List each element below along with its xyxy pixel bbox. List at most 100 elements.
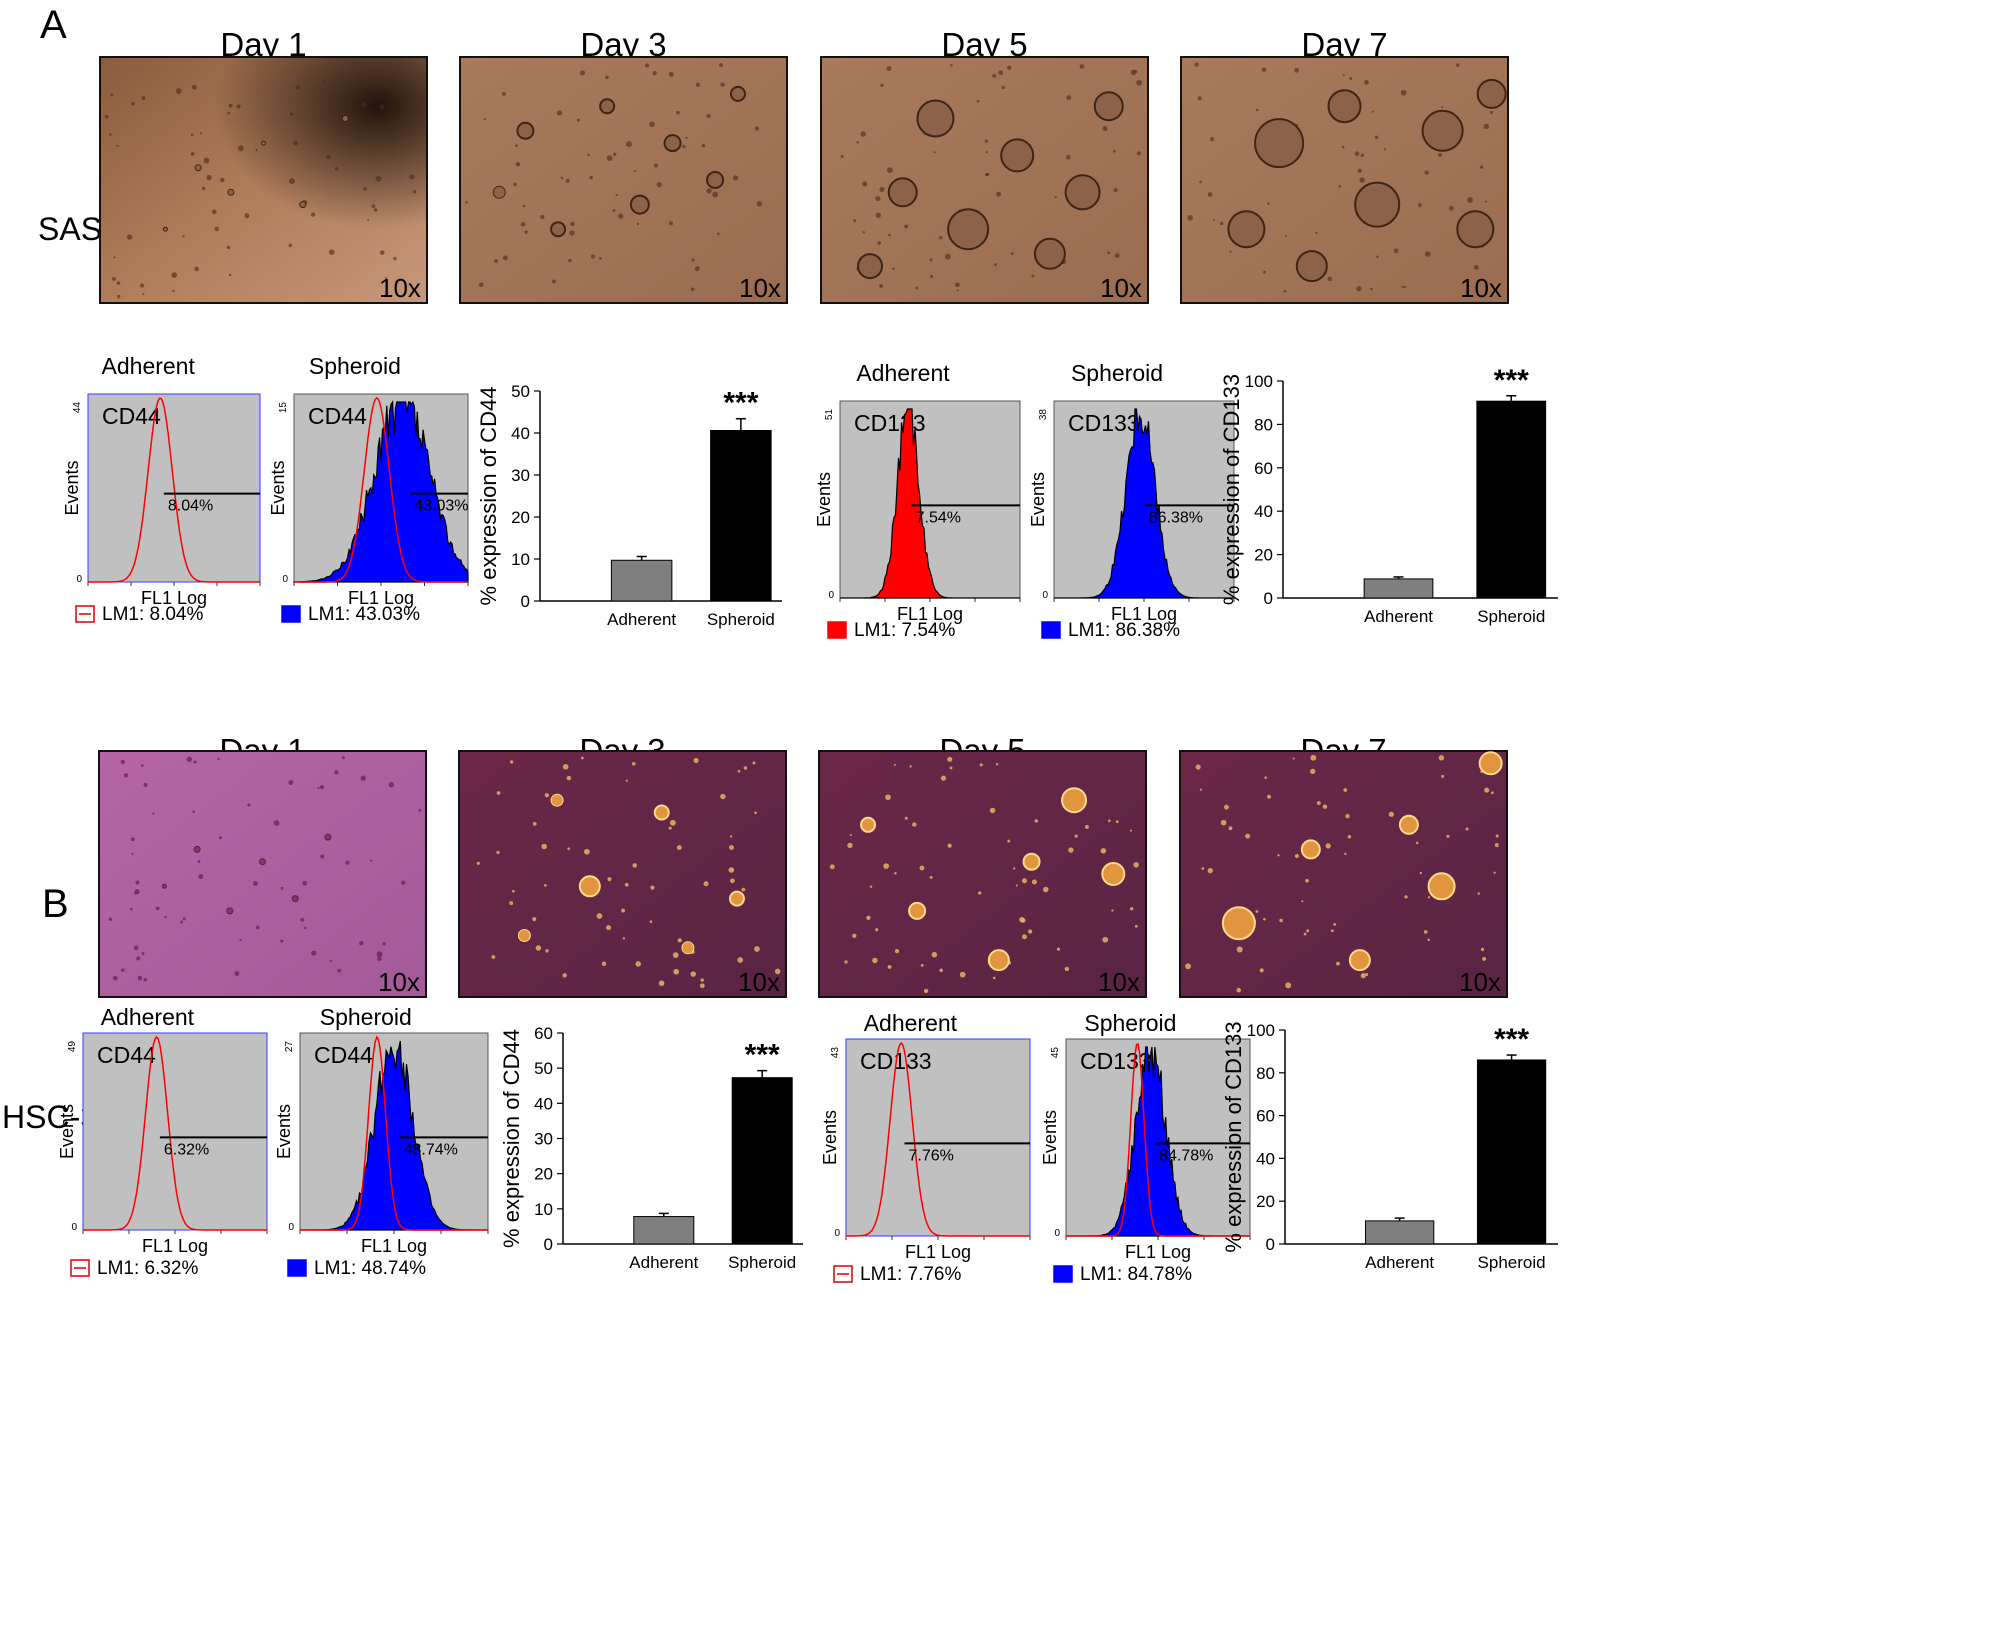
cell-speck — [375, 175, 382, 182]
cell-speck — [978, 891, 982, 895]
y-tick-label: 20 — [511, 508, 530, 527]
cell-speck — [341, 756, 345, 760]
bar-chart-cd44: 0 10 20 30 40 50 60 % expression of CD44 Adheren… — [499, 1024, 803, 1272]
spheroid-cluster — [1061, 787, 1088, 814]
legend-label: LM1: 7.54% — [854, 620, 955, 641]
legend-swatch — [827, 621, 847, 639]
y-tick-label: 20 — [1256, 1192, 1275, 1211]
y-axis-label: Events — [1040, 1110, 1060, 1165]
cell-speck — [1483, 123, 1490, 130]
spheroid-cluster — [653, 804, 670, 821]
cell-speck — [1264, 776, 1268, 779]
cell-speck — [541, 843, 547, 850]
cell-speck — [1356, 285, 1362, 292]
cell-speck — [1342, 74, 1345, 77]
cell-speck — [513, 182, 517, 187]
cell-speck — [1031, 274, 1035, 278]
category-label: Spheroid — [707, 610, 775, 629]
cell-speck — [668, 826, 672, 830]
bar-chart: 0 10 20 30 40 50 60 % expression of CD44 Adheren… — [499, 1024, 803, 1272]
cell-speck — [288, 243, 293, 248]
gate-percent: 48.74% — [404, 1141, 458, 1158]
cell-speck — [992, 976, 996, 980]
spheroid-cluster — [161, 883, 167, 889]
histogram-title: Adherent — [101, 1004, 195, 1030]
cell-speck — [142, 292, 145, 296]
cell-speck — [1403, 286, 1406, 289]
cell-speck — [388, 781, 395, 788]
cell-speck — [904, 224, 909, 229]
cell-speck — [1473, 265, 1479, 270]
cell-speck — [1327, 276, 1333, 282]
cell-speck — [191, 84, 197, 90]
gate-percent: 7.54% — [916, 509, 961, 526]
category-label: Adherent — [607, 610, 676, 629]
bar-adherent — [610, 559, 673, 602]
cell-speck — [123, 773, 129, 778]
x-axis-label: FL1 Log — [1111, 604, 1177, 624]
cell-speck — [1134, 70, 1138, 73]
magnification-label: 10x — [378, 967, 420, 997]
spheroid-cluster — [857, 253, 884, 280]
marker-label: CD44 — [102, 403, 161, 429]
cell-speck — [676, 845, 682, 851]
isotype-control-curve — [846, 1041, 1030, 1237]
cell-speck — [1197, 96, 1202, 101]
y-axis-title: % expression of CD44 — [476, 387, 501, 606]
isotype-control-curve — [300, 1035, 488, 1231]
y-tick-label: 20 — [1254, 546, 1273, 565]
cell-speck — [1438, 755, 1445, 761]
cell-speck — [110, 93, 114, 97]
cell-speck — [1477, 892, 1480, 895]
cell-speck — [1187, 215, 1193, 221]
spheroid-cluster — [987, 949, 1010, 972]
legend-label: LM1: 43.03% — [308, 604, 420, 625]
cell-speck — [120, 759, 126, 765]
spheroid-cluster — [1227, 210, 1266, 249]
cell-speck — [754, 811, 757, 815]
y-tick-label: 20 — [534, 1165, 553, 1184]
magnification-label: 10x — [1460, 273, 1502, 303]
cell-speck — [1493, 871, 1496, 874]
cell-speck — [877, 241, 882, 245]
cell-speck — [367, 219, 370, 222]
cell-speck — [1263, 917, 1266, 921]
cell-speck — [552, 279, 556, 284]
y-axis-label: Events — [820, 1110, 840, 1165]
cell-speck — [985, 172, 990, 177]
cell-speck — [544, 793, 549, 798]
cell-speck — [1294, 853, 1299, 859]
cell-speck — [605, 75, 609, 80]
cell-speck — [1441, 774, 1445, 778]
spheroid-cluster — [1354, 181, 1401, 228]
cell-speck — [131, 101, 135, 106]
cell-speck — [353, 83, 358, 88]
cell-speck — [607, 877, 612, 882]
spheroid-cluster — [259, 858, 266, 866]
cell-speck — [844, 960, 848, 964]
flow-histogram-group: Adherent CD44 49 Events 0 FL1 Log 6.32% LM1: 6.… — [57, 1004, 489, 1279]
cell-speck — [545, 949, 549, 953]
cell-speck — [945, 253, 951, 260]
y-zero-tick: 0 — [76, 574, 82, 585]
cell-speck — [130, 837, 135, 842]
cell-speck — [361, 102, 367, 108]
cell-speck — [933, 151, 936, 154]
cell-speck — [690, 287, 695, 291]
cell-speck — [596, 913, 603, 919]
cell-speck — [950, 63, 953, 67]
spheroid-cluster — [1064, 174, 1101, 211]
cell-speck — [741, 887, 746, 892]
cell-speck — [632, 863, 637, 868]
cell-speck — [706, 188, 712, 194]
spheroid-cluster — [629, 194, 650, 215]
cell-speck — [228, 273, 232, 277]
spheroid-cluster — [1300, 839, 1321, 860]
cell-speck — [929, 258, 933, 262]
cell-speck — [192, 810, 195, 814]
cell-speck — [1415, 841, 1419, 845]
cell-speck — [584, 848, 590, 855]
magnification-label: 10x — [1098, 967, 1140, 997]
spheroid-cluster — [728, 890, 745, 907]
